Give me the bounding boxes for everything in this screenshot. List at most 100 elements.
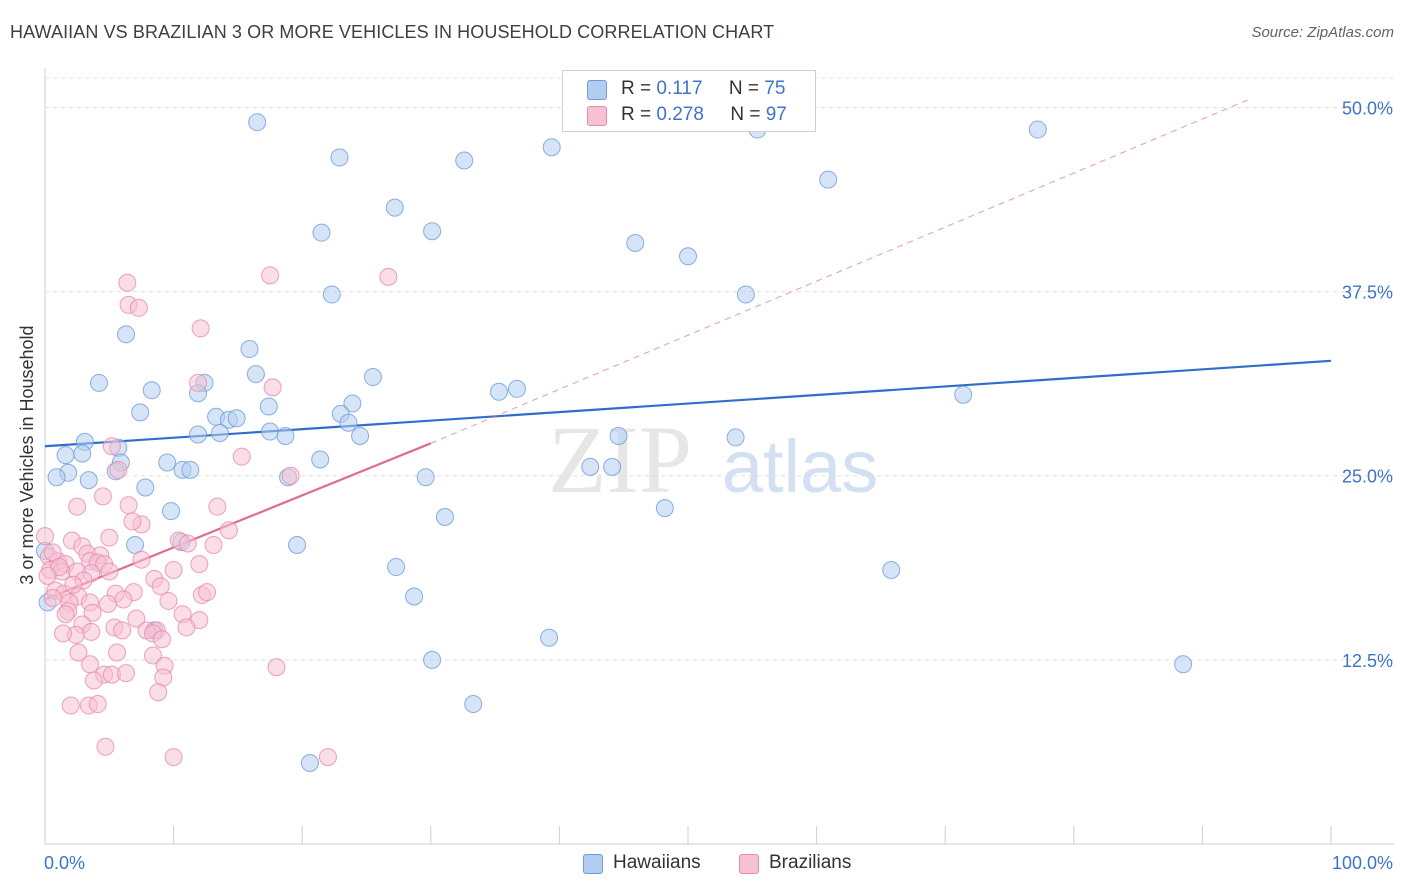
hawaiian-point xyxy=(240,340,259,359)
hawaiian-point xyxy=(189,425,208,444)
brazilian-point xyxy=(190,555,209,574)
hawaiian-point xyxy=(540,628,559,647)
brazilian-point xyxy=(281,466,300,485)
hawaiian-point xyxy=(311,450,330,469)
hawaiians-r-value: 0.117 xyxy=(656,78,703,99)
brazilian-point xyxy=(108,643,127,662)
gridlines xyxy=(45,77,1394,661)
brazilian-point xyxy=(102,437,121,456)
brazilian-point xyxy=(88,695,107,714)
brazilian-point xyxy=(119,496,138,515)
brazilians-trend-extension xyxy=(430,99,1248,444)
hawaiians-trend-line xyxy=(44,359,1332,448)
hawaiian-point xyxy=(312,223,331,242)
brazilian-point xyxy=(36,527,54,546)
brazilians-n-value: 97 xyxy=(765,104,787,125)
hawaiian-point xyxy=(261,422,280,441)
brazilian-point xyxy=(69,643,88,662)
brazilian-point xyxy=(54,624,73,643)
stats-legend: R = 0.117 N = 75 R = 0.278 N = 97 xyxy=(562,70,816,132)
source-credit: Source: ZipAtlas.com xyxy=(1251,24,1394,41)
brazilians-legend-swatch xyxy=(739,854,759,874)
hawaiian-point xyxy=(136,478,155,497)
brazilian-point xyxy=(198,583,217,602)
hawaiian-point xyxy=(655,499,674,518)
brazilian-point xyxy=(118,273,137,292)
hawaiian-point xyxy=(351,426,370,445)
hawaiian-point xyxy=(609,426,628,445)
hawaiian-point xyxy=(131,403,150,422)
hawaiian-point xyxy=(1028,120,1047,139)
brazilians-r-label: R = xyxy=(621,104,657,125)
brazilians-swatch xyxy=(587,106,607,126)
hawaiian-point xyxy=(405,587,424,606)
brazilian-point xyxy=(83,603,102,622)
hawaiian-point xyxy=(47,468,66,487)
hawaiian-point xyxy=(455,151,474,170)
hawaiian-point xyxy=(322,285,341,304)
brazilian-point xyxy=(113,621,132,640)
hawaiian-point xyxy=(679,247,697,266)
brazilian-point xyxy=(114,590,133,609)
hawaiian-point xyxy=(300,753,319,772)
hawaiian-point xyxy=(387,558,406,577)
tick-labels: 12.5% 25.0% 37.5% 50.0% 0.0% 100.0% xyxy=(44,98,1393,873)
brazilian-point xyxy=(127,609,146,628)
hawaiian-point xyxy=(603,457,622,476)
brazilian-point xyxy=(164,561,183,580)
brazilian-point xyxy=(219,521,238,540)
hawaiian-point xyxy=(507,379,526,398)
hawaiian-point xyxy=(954,385,973,404)
hawaiian-point xyxy=(581,457,600,476)
hawaiian-point xyxy=(73,444,92,463)
hawaiian-point xyxy=(726,428,745,447)
data-points xyxy=(36,113,1193,772)
y-tick-label: 50.0% xyxy=(1342,98,1393,118)
hawaiian-point xyxy=(79,471,98,490)
hawaiian-point xyxy=(385,198,404,217)
hawaiian-point xyxy=(423,650,442,669)
hawaiian-point xyxy=(117,325,136,344)
brazilian-point xyxy=(318,748,337,767)
hawaiians-legend-label: Hawaiians xyxy=(613,852,701,873)
brazilian-point xyxy=(109,460,128,479)
brazilian-point xyxy=(232,447,251,466)
x-tick-label-max: 100.0% xyxy=(1332,853,1393,873)
hawaiian-point xyxy=(1174,655,1193,674)
hawaiian-point xyxy=(363,368,382,387)
trend-lines xyxy=(44,99,1332,601)
brazilian-point xyxy=(99,594,118,613)
brazilian-point xyxy=(123,512,142,531)
y-tick-label: 37.5% xyxy=(1342,283,1393,303)
brazilian-point xyxy=(149,683,168,702)
hawaiian-point xyxy=(464,695,483,714)
brazilian-point xyxy=(56,605,75,624)
hawaiian-point xyxy=(276,426,295,445)
brazilians-r-value: 0.278 xyxy=(656,104,704,125)
hawaiian-point xyxy=(423,222,442,241)
hawaiian-point xyxy=(142,381,161,400)
watermark-zip: ZIP xyxy=(548,406,692,513)
brazilian-point xyxy=(151,577,170,596)
hawaiians-r-label: R = xyxy=(621,78,657,99)
y-axis-label: 3 or more Vehicles in Household xyxy=(17,325,37,584)
brazilian-point xyxy=(191,319,210,338)
hawaiian-point xyxy=(882,561,901,580)
x-tick-label-min: 0.0% xyxy=(44,853,85,873)
brazilian-point xyxy=(153,630,172,649)
brazilian-point xyxy=(208,497,227,516)
hawaiians-legend-swatch xyxy=(583,854,603,874)
brazilian-point xyxy=(132,550,151,569)
brazilian-point xyxy=(96,737,115,756)
hawaiian-point xyxy=(210,424,229,443)
hawaiian-point xyxy=(435,507,454,526)
hawaiian-point xyxy=(288,535,307,554)
zipatlas-watermark: ZIP atlas xyxy=(548,406,878,513)
brazilian-point xyxy=(164,748,183,767)
y-tick-label: 12.5% xyxy=(1342,651,1393,671)
brazilian-point xyxy=(93,487,112,506)
hawaiian-point xyxy=(819,170,838,189)
hawaiian-point xyxy=(489,382,508,401)
hawaiian-point xyxy=(343,394,362,413)
brazilian-point xyxy=(267,658,286,677)
